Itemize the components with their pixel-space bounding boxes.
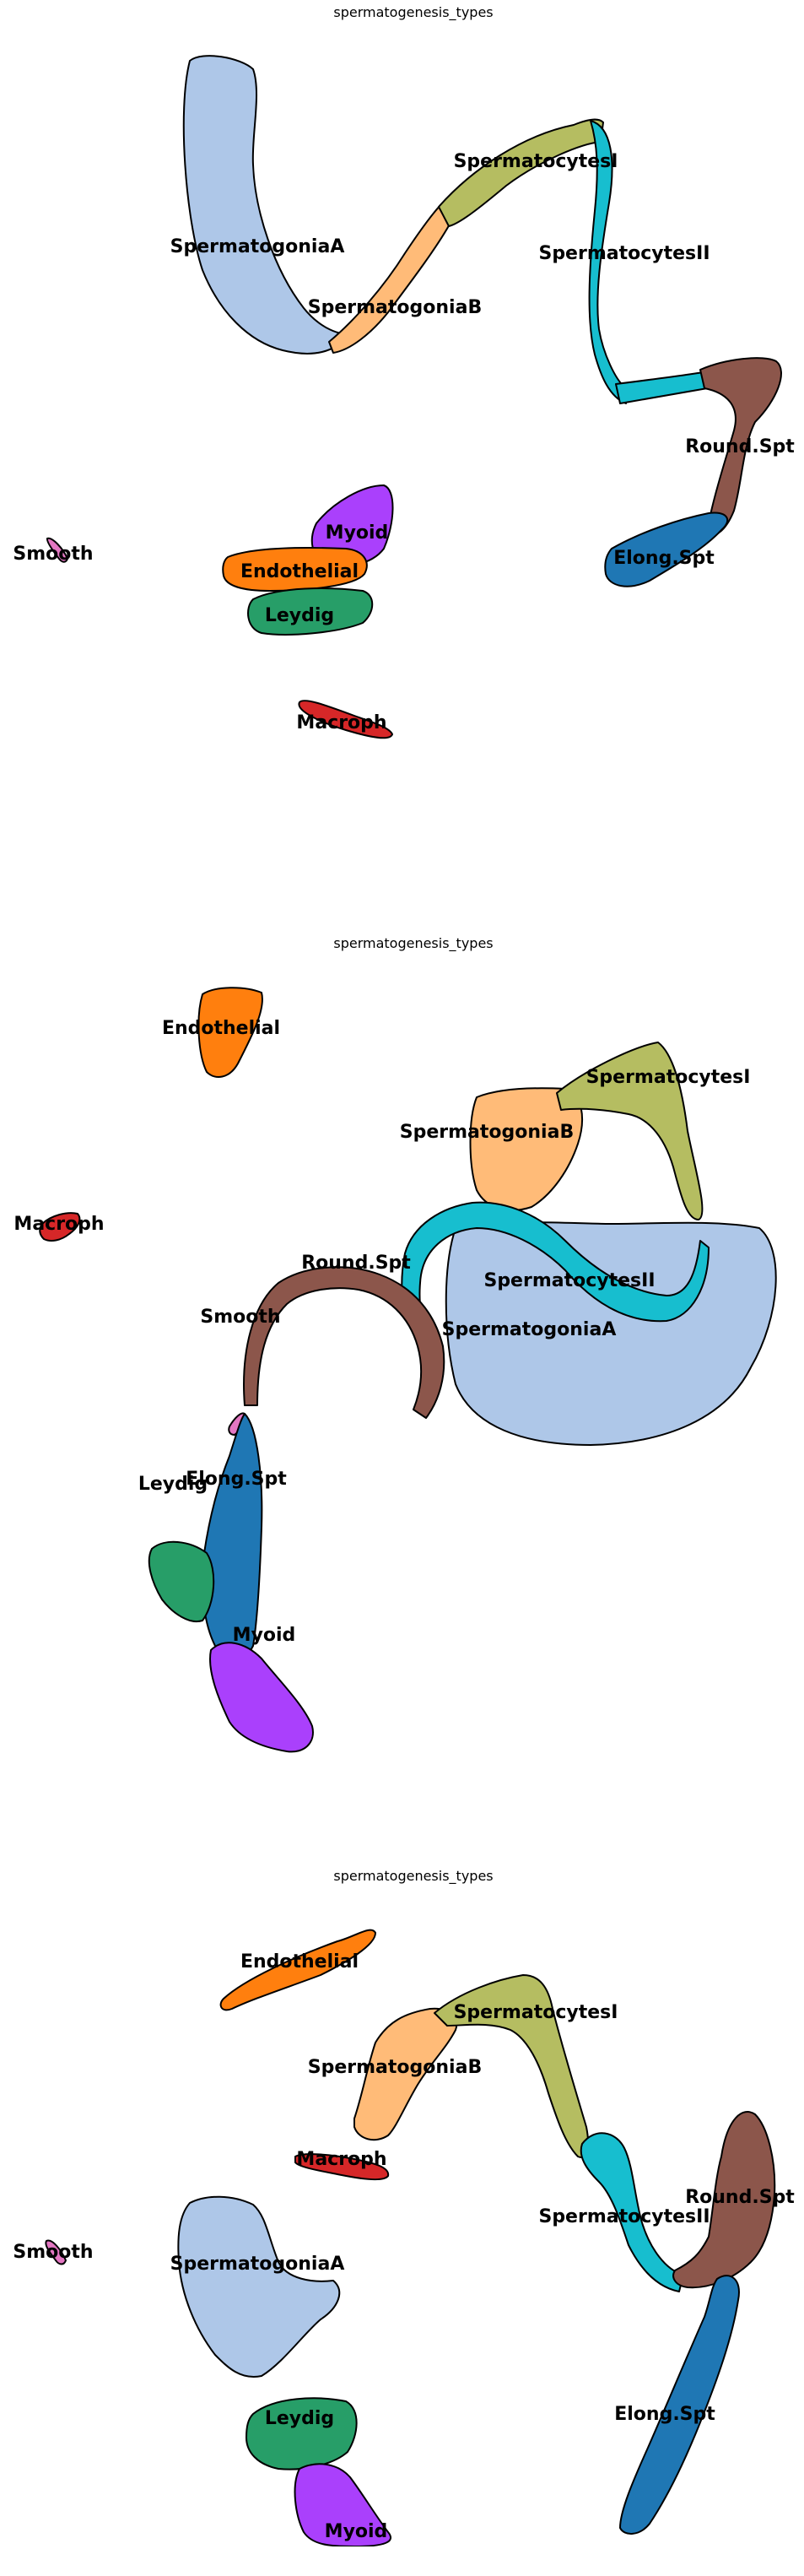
cluster-endothelial (222, 547, 368, 592)
cluster-spermatogonia-b (469, 1087, 583, 1211)
cluster-elong-spt (604, 511, 729, 587)
cluster-round-spt (243, 1266, 445, 1419)
label-leydig: Leydig (265, 605, 334, 626)
cluster-leydig (148, 1540, 215, 1623)
cluster-spermatogonia-a (177, 2195, 341, 2378)
label-leydig: Leydig (265, 2408, 334, 2429)
label-spermatocytes-i: SpermatocytesI (454, 2002, 618, 2023)
label-smooth: Smooth (13, 544, 93, 565)
cluster-spermatocytes-i (556, 1042, 704, 1220)
label-round-spt: Round.Spt (685, 2187, 795, 2208)
cluster-spermatocytes-ii (588, 120, 627, 404)
label-spermatocytes-i: SpermatocytesI (586, 1067, 751, 1088)
label-leydig: Leydig (138, 1474, 208, 1495)
label-myoid: Myoid (326, 522, 389, 544)
label-elong-spt: Elong.Spt (613, 548, 715, 569)
label-spermatogonia-a: SpermatogoniaA (170, 2254, 345, 2275)
label-myoid: Myoid (325, 2521, 388, 2542)
label-endothelial: Endothelial (240, 561, 359, 582)
label-spermatocytes-ii: SpermatocytesII (483, 1270, 655, 1291)
cluster-spermatocytes-ii (401, 1201, 710, 1326)
umap-plot-1: spermatogenesis_types SpermatogoniaA Spe… (13, 4, 795, 739)
cluster-myoid (294, 2463, 392, 2546)
label-spermatogonia-b: SpermatogoniaB (308, 2057, 482, 2078)
cluster-elong-spt (202, 1413, 263, 1659)
cluster-macroph (294, 2153, 390, 2181)
cluster-spermatocytes-i (438, 118, 604, 227)
label-spermatogonia-a: SpermatogoniaA (170, 236, 345, 257)
plot-title: spermatogenesis_types (333, 4, 493, 21)
cluster-smooth (45, 2239, 67, 2265)
umap-plot-3: spermatogenesis_types Endothelial Sperma… (13, 1868, 795, 2546)
label-spermatocytes-ii: SpermatocytesII (538, 243, 710, 264)
cluster-spermatogonia-b (353, 2007, 458, 2141)
cluster-endothelial (219, 1929, 376, 2011)
label-macroph: Macroph (296, 712, 386, 733)
label-elong-spt: Elong.Spt (614, 2404, 715, 2425)
plot-title: spermatogenesis_types (333, 1868, 493, 1885)
label-spermatogonia-a: SpermatogoniaA (442, 1319, 617, 1340)
umap-panel-2: spermatogenesis_types Endothelial Sperma… (0, 928, 804, 1787)
cluster-myoid (209, 1642, 314, 1753)
cluster-round-spt (672, 2111, 776, 2289)
cluster-spermatogonia-b (328, 202, 452, 354)
plot-title: spermatogenesis_types (333, 935, 493, 952)
label-round-spt: Round.Spt (301, 1253, 411, 1274)
label-endothelial: Endothelial (162, 1018, 280, 1039)
label-smooth: Smooth (13, 2242, 93, 2263)
umap-panel-3: spermatogenesis_types Endothelial Sperma… (0, 1688, 804, 2546)
cluster-leydig (246, 2397, 358, 2470)
cluster-leydig (247, 587, 374, 636)
label-spermatogonia-b: SpermatogoniaB (400, 1122, 574, 1143)
cluster-round-spt (699, 357, 782, 536)
label-macroph: Macroph (13, 1214, 104, 1235)
label-spermatogonia-b: SpermatogoniaB (308, 297, 482, 318)
umap-panel-1: spermatogenesis_types SpermatogoniaA Spe… (0, 0, 804, 858)
label-endothelial: Endothelial (240, 1951, 359, 1973)
umap-plot-2: spermatogenesis_types Endothelial Sperma… (13, 935, 777, 1753)
label-round-spt: Round.Spt (685, 436, 795, 457)
label-macroph: Macroph (296, 2149, 386, 2170)
cluster-macroph (39, 1212, 81, 1242)
label-myoid: Myoid (233, 1625, 296, 1646)
label-spermatocytes-ii: SpermatocytesII (538, 2206, 710, 2227)
cluster-macroph (298, 700, 393, 739)
cluster-endothelial (197, 987, 263, 1078)
label-smooth: Smooth (200, 1307, 280, 1328)
label-spermatocytes-i: SpermatocytesI (454, 151, 618, 172)
label-elong-spt: Elong.Spt (186, 1469, 287, 1490)
cluster-elong-spt (619, 2275, 740, 2535)
cluster-smooth (46, 537, 68, 563)
